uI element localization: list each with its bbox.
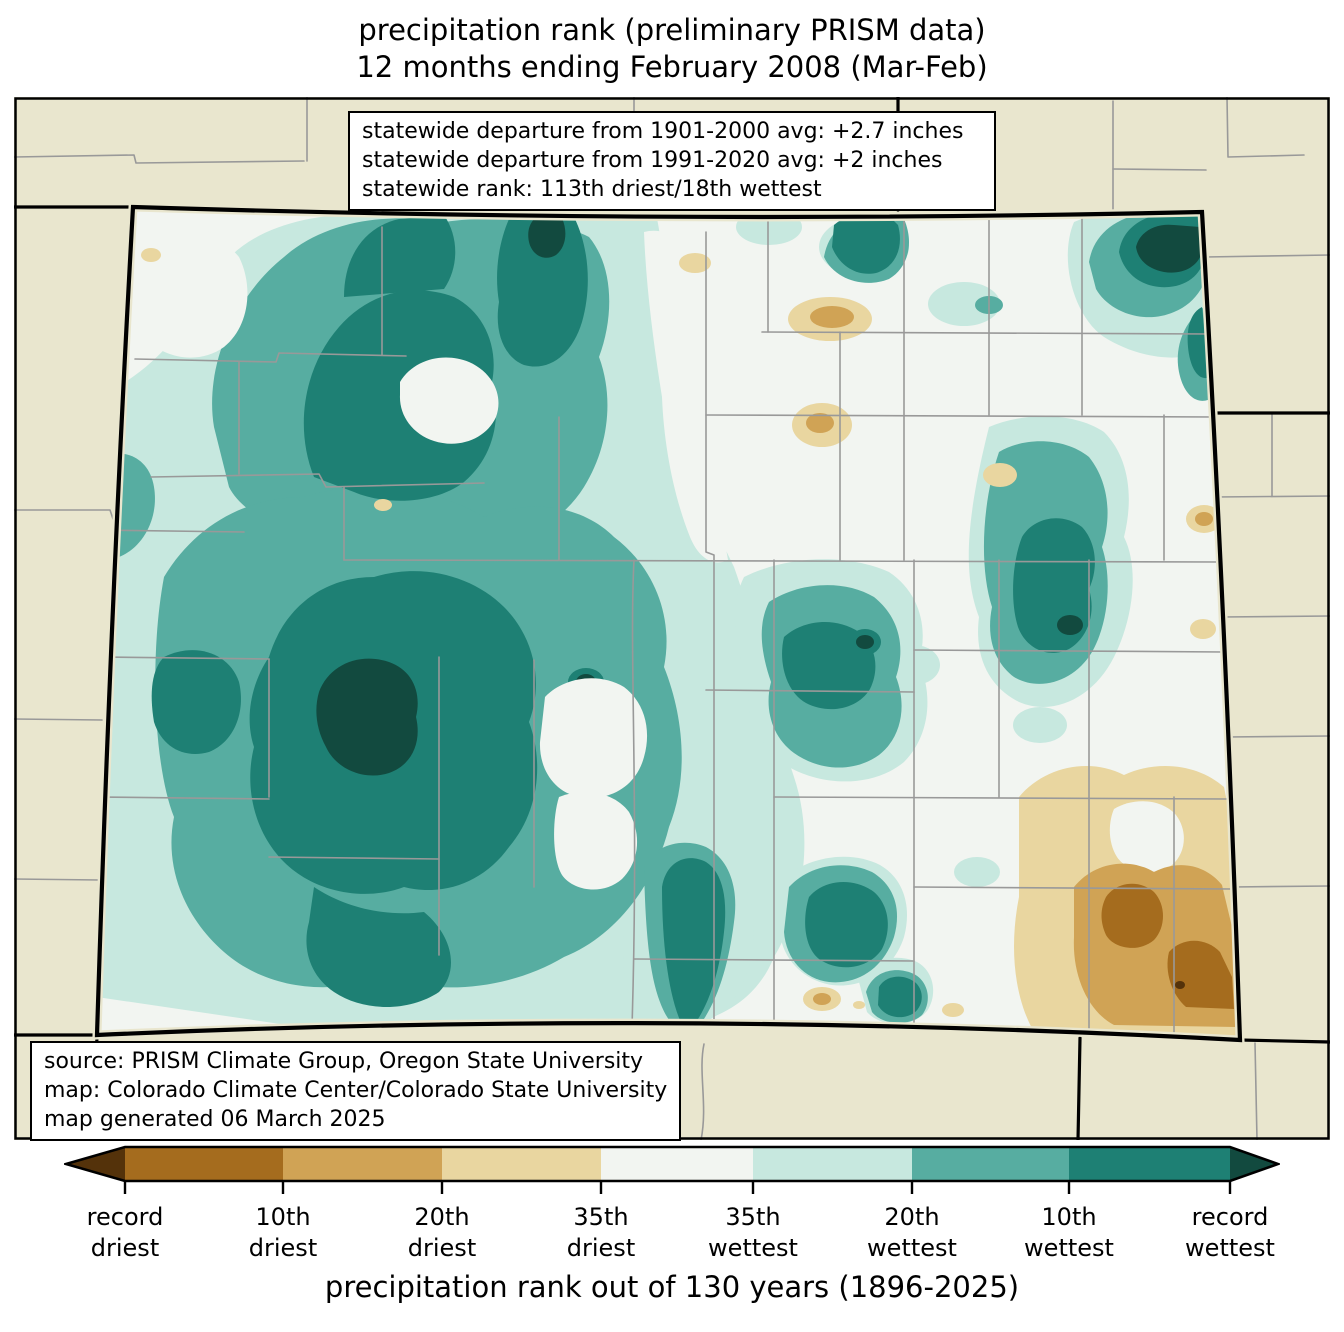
colorbar-ticks <box>123 1181 1232 1194</box>
precipitation-contours <box>97 207 1240 1038</box>
colorbar-35th-wettest <box>753 1147 912 1181</box>
title-line-2: 12 months ending February 2008 (Mar-Feb) <box>356 50 988 85</box>
colorbar-record-wettest-arrow <box>1230 1147 1278 1181</box>
contours-near-normal-holes <box>133 209 728 890</box>
se-dry-hole <box>1109 801 1184 872</box>
contours-record-driest <box>1175 981 1185 989</box>
county-boundaries <box>97 212 1233 1038</box>
colorbar-label-10th-wettest: 10th wettest <box>1024 1203 1114 1263</box>
stats-line-3: statewide rank: 113th driest/18th wettes… <box>362 176 822 202</box>
colorbar-label-20th-driest: 20th driest <box>407 1203 477 1263</box>
contours-10th-wettest <box>151 212 1210 1025</box>
colorbar-10th-wettest <box>1069 1147 1230 1181</box>
precipitation-rank-colorbar <box>64 1145 1280 1194</box>
statewide-stats-box: statewide departure from 1901-2000 avg: … <box>348 111 996 212</box>
map-title: precipitation rank (preliminary PRISM da… <box>0 12 1344 86</box>
source-line-3: map generated 06 March 2025 <box>44 1106 386 1132</box>
map-panel: statewide departure from 1901-2000 avg: … <box>14 97 1330 1142</box>
colorbar-10th-driest <box>125 1147 283 1181</box>
source-credit-box: source: PRISM Climate Group, Oregon Stat… <box>30 1041 682 1142</box>
stats-line-2: statewide departure from 1991-2020 avg: … <box>362 147 943 173</box>
contours-record-wettest <box>316 218 1202 776</box>
colorbar-record-driest-arrow <box>66 1147 125 1181</box>
colorbar-20th-driest <box>283 1147 442 1181</box>
colorbar-label-record-driest: record driest <box>86 1203 164 1263</box>
colorbar-label-record-wettest: record wettest <box>1185 1203 1275 1263</box>
colorbar-label-35th-driest: 35th driest <box>566 1203 636 1263</box>
source-line-1: source: PRISM Climate Group, Oregon Stat… <box>44 1049 644 1074</box>
contours-10th-driest <box>1101 883 1234 1009</box>
source-line-2: map: Colorado Climate Center/Colorado St… <box>44 1077 668 1103</box>
colorbar-caption: precipitation rank out of 130 years (189… <box>324 1270 1020 1304</box>
stats-line-1: statewide departure from 1901-2000 avg: … <box>362 119 964 144</box>
colorbar-label-20th-wettest: 20th wettest <box>867 1203 957 1263</box>
colorbar-20th-wettest <box>912 1147 1069 1181</box>
colorado-state-border <box>94 204 1243 1043</box>
title-line-1: precipitation rank (preliminary PRISM da… <box>358 13 986 47</box>
colorado-precipitation-map <box>14 97 1330 1140</box>
colorbar-near-normal <box>601 1147 753 1181</box>
colorbar-label-35th-wettest: 35th wettest <box>708 1203 798 1263</box>
colorbar-label-10th-driest: 10th driest <box>248 1203 318 1263</box>
colorbar-35th-driest <box>442 1147 601 1181</box>
